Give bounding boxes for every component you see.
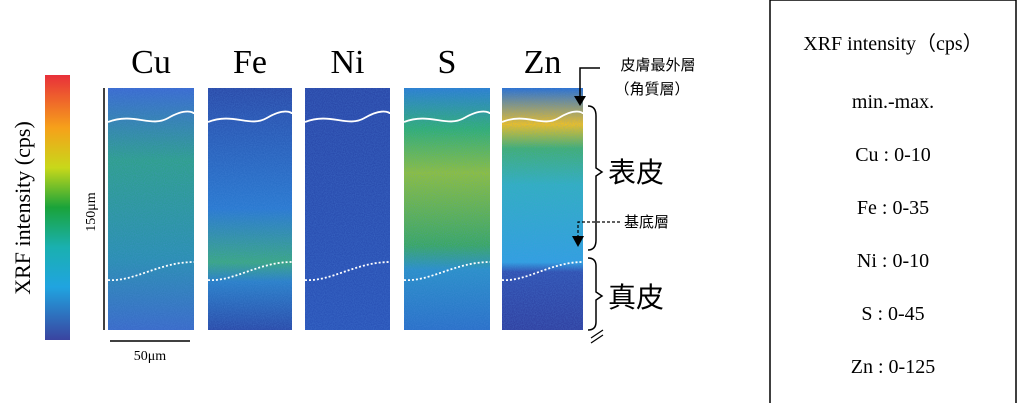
map-noise <box>305 88 390 330</box>
bracket <box>588 106 602 250</box>
element-label: Ni <box>331 44 365 81</box>
map-noise <box>208 88 292 330</box>
legend-box: XRF intensity（cps） min.-max. Cu : 0-10 Fe :… <box>770 0 1016 403</box>
annotation: （角質層） <box>614 80 689 98</box>
legend-subtitle: min.-max. <box>852 91 934 113</box>
legend-item: Fe : 0-35 <box>857 197 929 219</box>
panels: Cu Fe Ni S Zn <box>108 44 583 330</box>
annotation: 表皮 <box>608 156 664 189</box>
annotation: 真皮 <box>608 281 664 314</box>
scale-horizontal-label: 50μm <box>134 349 167 364</box>
map-noise <box>108 88 194 330</box>
figure: XRF intensity (cps) Cu Fe Ni S Zn 150μm 50μm… <box>0 0 1018 403</box>
map-noise <box>404 88 490 330</box>
element-label: Cu <box>131 44 171 81</box>
element-label: S <box>438 44 457 81</box>
legend-item: Zn : 0-125 <box>851 356 935 378</box>
scale-vertical-label: 150μm <box>84 192 99 232</box>
annotation: 基底層 <box>624 213 669 231</box>
colorbar <box>45 75 70 340</box>
annotation: 皮膚最外層 <box>620 56 695 74</box>
colorbar-label: XRF intensity (cps) <box>10 121 35 295</box>
legend-item: S : 0-45 <box>861 303 924 325</box>
break-mark <box>591 330 603 343</box>
map-noise <box>502 88 583 330</box>
legend-item: Ni : 0-10 <box>857 250 929 272</box>
legend-title: XRF intensity（cps） <box>803 32 982 55</box>
element-label: Fe <box>233 44 267 81</box>
bracket <box>588 258 602 330</box>
arrow <box>578 222 620 236</box>
legend-item: Cu : 0-10 <box>855 144 931 166</box>
element-label: Zn <box>524 44 562 81</box>
